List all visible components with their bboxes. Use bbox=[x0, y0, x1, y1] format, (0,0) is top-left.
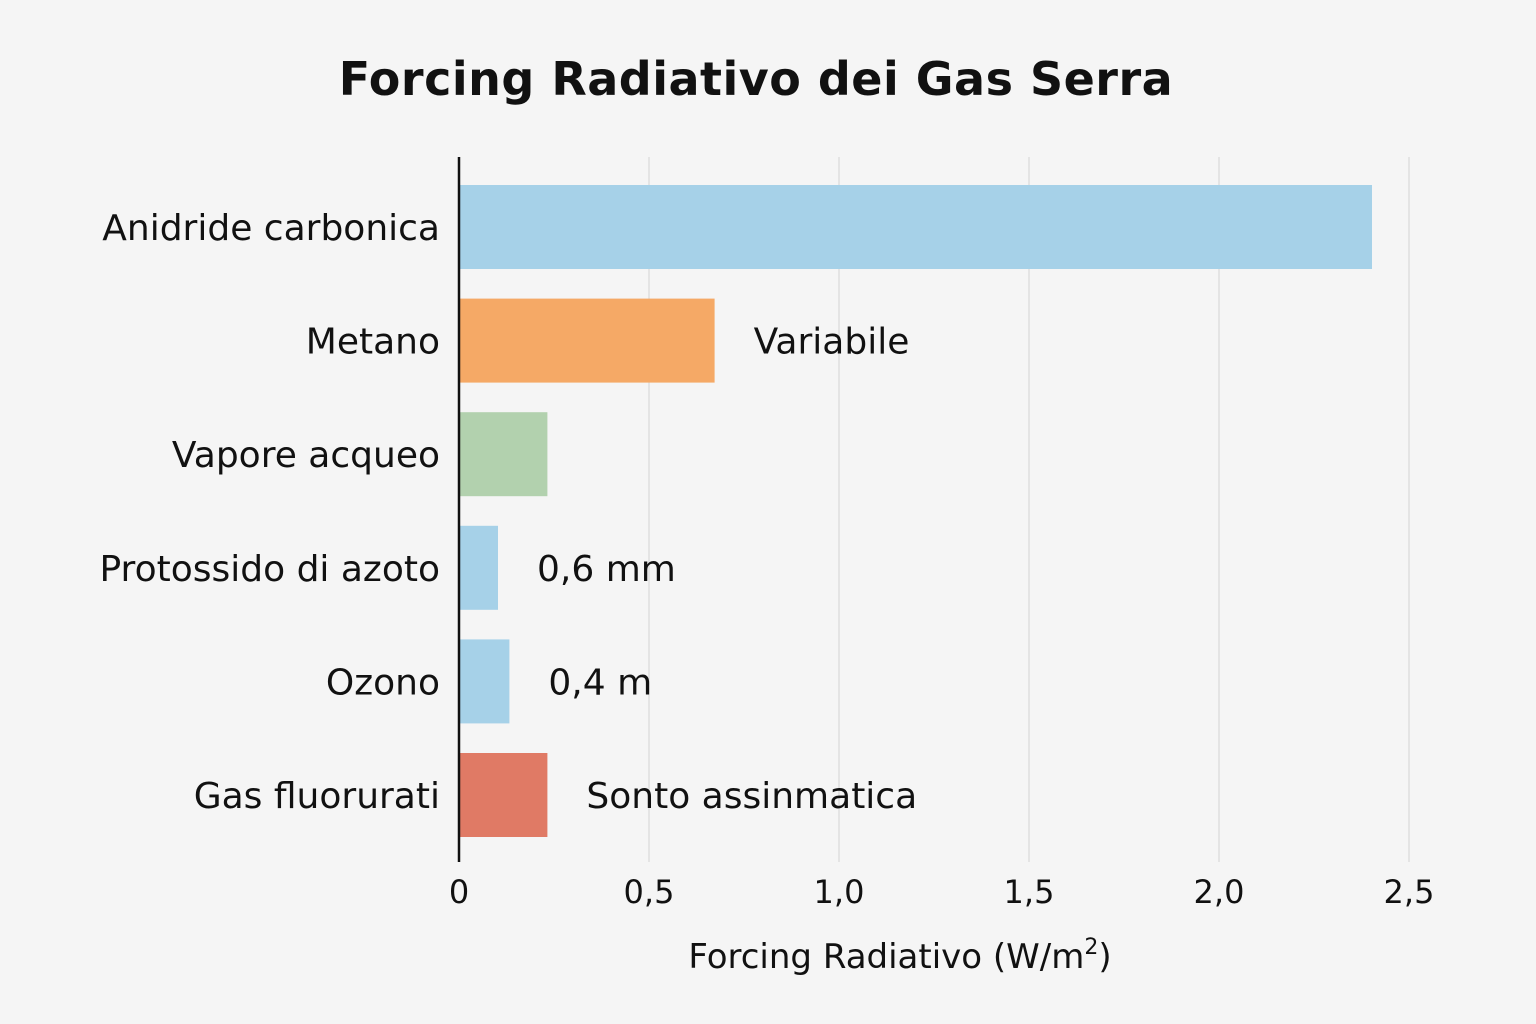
x-tick-label: 0 bbox=[449, 873, 469, 911]
x-axis-title: Forcing Radiativo (W/m2) bbox=[688, 935, 1111, 977]
bar-annotation: Variabile bbox=[754, 322, 910, 363]
category-label: Metano bbox=[306, 322, 440, 363]
bar-annotation: Sonto assinmatica bbox=[586, 776, 917, 817]
bars bbox=[460, 185, 1372, 837]
category-label: Anidride carbonica bbox=[102, 208, 440, 249]
x-axis-title-suffix: ) bbox=[1098, 937, 1111, 977]
bar bbox=[460, 753, 548, 837]
x-tick-label: 0,5 bbox=[624, 873, 675, 911]
bar bbox=[460, 298, 715, 383]
x-axis-title-main: Forcing Radiativo (W/m bbox=[688, 937, 1084, 977]
category-label: Gas fluorurati bbox=[194, 776, 440, 817]
bar-annotations: Variabile 0,6 mm 0,4 m Sonto assinmatica bbox=[537, 322, 917, 817]
chart-title: Forcing Radiativo dei Gas Serra bbox=[338, 52, 1174, 106]
x-tick-label: 1,0 bbox=[814, 873, 865, 911]
x-tick-labels: 0 0,5 1,0 1,5 2,0 2,5 bbox=[449, 873, 1435, 911]
x-tick-label: 2,5 bbox=[1384, 873, 1435, 911]
bar-annotation: 0,6 mm bbox=[537, 549, 676, 590]
x-tick-label: 2,0 bbox=[1194, 873, 1245, 911]
bar bbox=[460, 185, 1372, 269]
bar-annotation: 0,4 m bbox=[548, 662, 652, 703]
category-label: Protossido di azoto bbox=[99, 549, 440, 590]
category-label: Ozono bbox=[326, 662, 440, 703]
category-labels: Anidride carbonica Metano Vapore acqueo Pro… bbox=[99, 208, 440, 817]
category-label: Vapore acqueo bbox=[172, 435, 440, 476]
grid-lines bbox=[648, 157, 1410, 862]
x-axis-title-superscript: 2 bbox=[1084, 935, 1098, 960]
x-tick-label: 1,5 bbox=[1004, 873, 1055, 911]
bar bbox=[460, 412, 548, 497]
bar bbox=[460, 525, 498, 610]
bar bbox=[460, 639, 510, 724]
